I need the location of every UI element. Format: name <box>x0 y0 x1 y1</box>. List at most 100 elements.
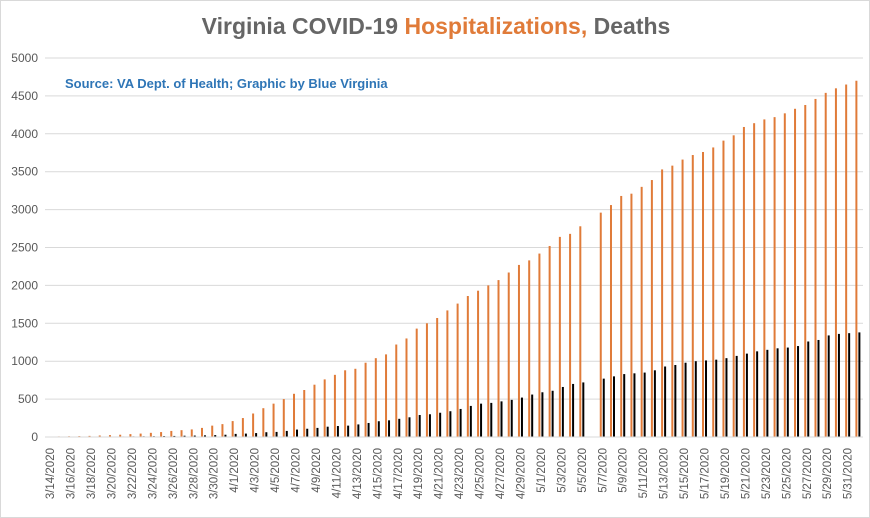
x-tick-label: 4/1/2020 <box>229 448 241 493</box>
bar-deaths <box>756 351 759 437</box>
bar-deaths <box>735 355 738 437</box>
bar-hospitalizations <box>640 186 643 437</box>
bar-deaths <box>797 346 800 437</box>
bar-deaths <box>602 378 605 437</box>
chart-title-hospitalizations: Hospitalizations, <box>404 13 588 39</box>
x-tick-label: 5/9/2020 <box>618 448 630 493</box>
bar-deaths <box>203 435 206 437</box>
bar-deaths <box>837 333 840 437</box>
bar-hospitalizations <box>180 430 183 437</box>
bar-hospitalizations <box>425 323 428 437</box>
x-tick-label: 4/13/2020 <box>352 448 364 499</box>
bar-hospitalizations <box>354 368 357 437</box>
y-tick-label: 3500 <box>11 165 38 179</box>
y-tick-label: 2500 <box>11 241 38 255</box>
bar-hospitalizations <box>773 117 776 438</box>
bar-deaths <box>469 405 472 437</box>
x-tick-label: 3/26/2020 <box>168 448 180 499</box>
bar-hospitalizations <box>405 338 408 437</box>
bar-deaths <box>285 430 288 437</box>
x-tick-label: 3/14/2020 <box>45 448 57 499</box>
y-tick-label: 3000 <box>11 203 38 217</box>
x-tick-label: 3/30/2020 <box>209 448 221 499</box>
bar-deaths <box>807 341 810 437</box>
bar-deaths <box>173 435 176 437</box>
x-tick-label: 3/22/2020 <box>127 448 139 499</box>
bar-hospitalizations <box>364 362 367 437</box>
bar-deaths <box>255 433 258 437</box>
bar-hospitalizations <box>415 328 418 437</box>
x-tick-label: 5/29/2020 <box>822 448 834 499</box>
bar-deaths <box>541 392 544 437</box>
x-tick-label: 4/7/2020 <box>291 448 303 493</box>
bar-hospitalizations <box>671 165 674 438</box>
y-tick-label: 4500 <box>11 89 38 103</box>
x-tick-label: 5/27/2020 <box>802 448 814 499</box>
x-tick-label: 5/3/2020 <box>556 448 568 493</box>
x-tick-label: 5/5/2020 <box>577 448 589 493</box>
bar-deaths <box>193 435 196 437</box>
bar-deaths <box>459 408 462 437</box>
bar-hospitalizations <box>200 427 203 437</box>
bar-hospitalizations <box>221 424 224 437</box>
x-tick-label: 5/15/2020 <box>679 448 691 499</box>
bar-hospitalizations <box>599 212 602 437</box>
bar-deaths <box>418 415 421 437</box>
bar-deaths <box>725 358 728 437</box>
bar-hospitalizations <box>661 169 664 437</box>
x-tick-label: 4/11/2020 <box>331 448 343 498</box>
bar-hospitalizations <box>834 88 837 437</box>
bar-deaths <box>817 339 820 437</box>
x-tick-label: 4/19/2020 <box>413 448 425 499</box>
bar-deaths <box>357 424 360 437</box>
x-tick-label: 5/21/2020 <box>740 448 752 499</box>
bar-hospitalizations <box>149 432 152 437</box>
x-tick-label: 4/21/2020 <box>434 448 446 499</box>
chart-title-deaths: Deaths <box>587 13 671 39</box>
bar-deaths <box>664 366 667 437</box>
bar-deaths <box>561 386 564 437</box>
bar-hospitalizations <box>139 433 142 437</box>
bar-deaths <box>531 394 534 437</box>
bar-hospitalizations <box>497 280 500 437</box>
bar-deaths <box>377 421 380 437</box>
bar-deaths <box>224 434 227 437</box>
bar-hospitalizations <box>824 92 827 438</box>
bar-hospitalizations <box>108 435 111 437</box>
bar-deaths <box>500 401 503 437</box>
bar-deaths <box>265 432 268 437</box>
bar-deaths <box>490 402 493 437</box>
bar-deaths <box>275 431 278 437</box>
bar-hospitalizations <box>681 159 684 437</box>
x-tick-label: 3/20/2020 <box>106 448 118 499</box>
bar-hospitalizations <box>241 418 244 437</box>
bar-hospitalizations <box>609 205 612 437</box>
x-tick-label: 4/5/2020 <box>270 448 282 493</box>
bar-deaths <box>745 353 748 437</box>
bar-hospitalizations <box>374 358 377 437</box>
bar-deaths <box>316 427 319 437</box>
x-tick-label: 3/28/2020 <box>188 448 200 499</box>
bar-hospitalizations <box>507 272 510 437</box>
bar-hospitalizations <box>323 379 326 437</box>
x-tick-label: 3/18/2020 <box>86 448 98 499</box>
bar-hospitalizations <box>129 434 132 437</box>
bar-deaths <box>674 364 677 437</box>
x-tick-label: 5/13/2020 <box>659 448 671 499</box>
bar-hospitalizations <box>466 296 469 437</box>
x-tick-label: 5/1/2020 <box>536 448 548 493</box>
bar-hospitalizations <box>548 245 551 437</box>
bar-deaths <box>244 433 247 437</box>
chart-title-part1: Virginia COVID-19 <box>201 13 405 39</box>
y-tick-label: 1500 <box>11 316 38 330</box>
bar-hospitalizations <box>732 135 735 438</box>
bar-deaths <box>653 370 656 437</box>
bar-hospitalizations <box>333 374 336 437</box>
bar-hospitalizations <box>650 180 653 437</box>
bar-deaths <box>786 347 789 437</box>
y-axis-ticks: 0 500 1000 1500 2000 2500 3000 3500 4000 4500 5000 <box>11 51 38 444</box>
bar-hospitalizations <box>579 226 582 437</box>
x-tick-label: 5/25/2020 <box>781 448 793 499</box>
chart-source-note: Source: VA Dept. of Health; Graphic by B… <box>65 76 388 91</box>
